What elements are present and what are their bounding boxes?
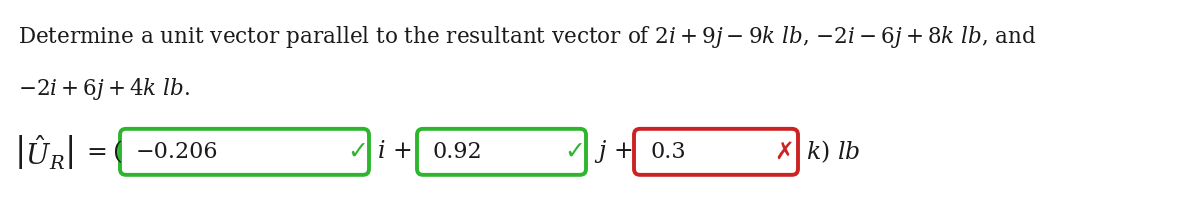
Text: −0.206: −0.206 bbox=[136, 141, 218, 163]
Text: $\left|\hat{U}_R\right|$: $\left|\hat{U}_R\right|$ bbox=[14, 133, 73, 171]
Text: 0.3: 0.3 bbox=[650, 141, 685, 163]
Text: Determine a unit vector parallel to the resultant vector of $2i + 9j - 9k$ $\mat: Determine a unit vector parallel to the … bbox=[18, 24, 1037, 50]
Text: $= ($: $= ($ bbox=[82, 139, 122, 165]
FancyBboxPatch shape bbox=[634, 129, 798, 175]
FancyBboxPatch shape bbox=[120, 129, 370, 175]
Text: $i$ +: $i$ + bbox=[377, 140, 412, 163]
Text: ✓: ✓ bbox=[347, 140, 368, 164]
Text: $-2i + 6j + 4k$ $\mathit{lb}$.: $-2i + 6j + 4k$ $\mathit{lb}$. bbox=[18, 76, 190, 103]
FancyBboxPatch shape bbox=[418, 129, 586, 175]
Text: ✗: ✗ bbox=[774, 140, 793, 164]
Text: ✓: ✓ bbox=[564, 140, 586, 164]
Text: $j$ +: $j$ + bbox=[594, 138, 632, 165]
Text: $k$) $\mathit{lb}$: $k$) $\mathit{lb}$ bbox=[806, 139, 860, 165]
Text: 0.92: 0.92 bbox=[433, 141, 482, 163]
